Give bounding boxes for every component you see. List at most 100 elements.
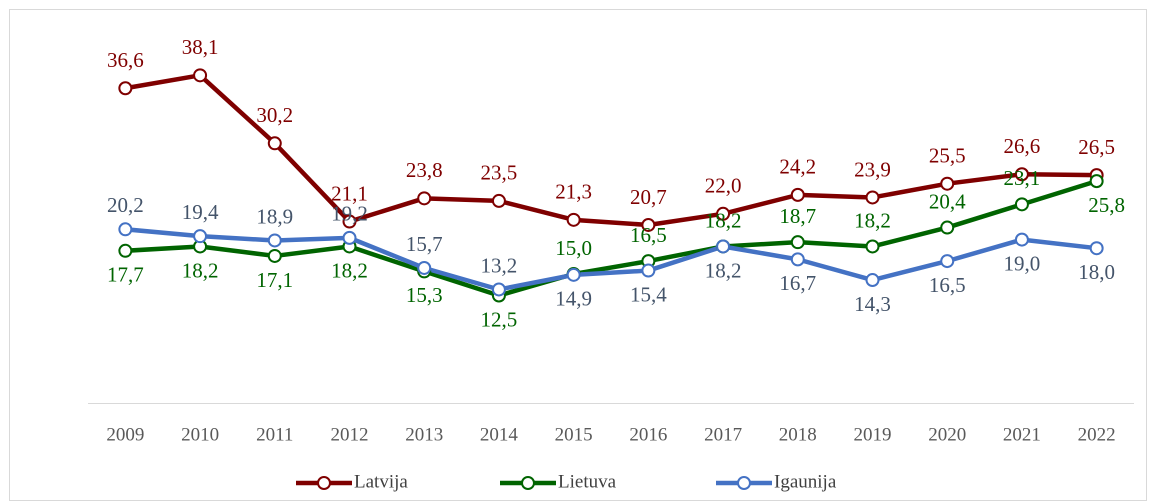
- data-label: 16,7: [779, 271, 816, 295]
- data-label: 18,9: [256, 204, 293, 228]
- point: [790, 187, 805, 202]
- data-label: 26,6: [1004, 134, 1041, 158]
- x-tick-label: 2011: [256, 424, 293, 445]
- point: [566, 212, 581, 227]
- point: [566, 267, 581, 282]
- data-label: 18,2: [854, 208, 891, 232]
- data-label: 19,2: [331, 202, 368, 226]
- x-tick-label: 2022: [1078, 424, 1116, 445]
- point: [790, 235, 805, 250]
- point: [716, 206, 731, 221]
- series-line: [125, 178, 1098, 298]
- data-label: 19,4: [182, 200, 219, 224]
- data-label: 17,1: [256, 268, 293, 292]
- point: [940, 176, 955, 191]
- x-tick-label: 2012: [331, 424, 369, 445]
- data-label: 25,5: [929, 144, 966, 168]
- x-tick-label: 2014: [480, 424, 519, 445]
- point: [118, 243, 133, 258]
- point: [940, 254, 955, 269]
- data-label: 13,2: [481, 253, 518, 277]
- data-label: 15,7: [406, 232, 443, 256]
- point: [491, 282, 506, 297]
- data-label: 16,5: [929, 273, 966, 297]
- point: [417, 260, 432, 275]
- point: [267, 233, 282, 248]
- point: [865, 239, 880, 254]
- x-tick-label: 2017: [704, 424, 742, 445]
- series-line: [124, 73, 1097, 228]
- data-label: 15,3: [406, 283, 443, 307]
- point: [641, 263, 656, 278]
- x-tick-label: 2016: [629, 424, 667, 445]
- x-tick-label: 2015: [555, 424, 593, 445]
- data-label: 18,7: [779, 204, 816, 228]
- point: [1089, 174, 1104, 189]
- data-label: 21,1: [331, 181, 368, 205]
- point: [342, 230, 357, 245]
- data-label: 24,2: [779, 155, 816, 179]
- point: [1014, 232, 1029, 247]
- data-label: 18,2: [182, 258, 219, 282]
- data-label: 25,8: [1088, 193, 1125, 217]
- x-tick-label: 2020: [928, 424, 966, 445]
- point: [342, 214, 357, 229]
- data-label: 19,0: [1004, 251, 1041, 275]
- data-label: 36,6: [107, 48, 144, 72]
- data-label: 18,2: [705, 258, 742, 282]
- data-label: 23,1: [1004, 166, 1041, 190]
- series-line: [125, 227, 1097, 292]
- point: [118, 222, 133, 237]
- data-label: 18,0: [1078, 260, 1115, 284]
- point: [417, 191, 432, 206]
- data-label: 23,9: [854, 157, 891, 181]
- data-label: 18,2: [331, 258, 368, 282]
- data-label: 17,7: [107, 263, 144, 287]
- data-label: 21,3: [555, 180, 592, 204]
- legend-marker: [521, 476, 535, 490]
- data-label: 23,8: [406, 158, 443, 182]
- point: [491, 193, 506, 208]
- legend-label: Lietuva: [558, 471, 617, 492]
- data-label: 20,2: [107, 193, 144, 217]
- x-tick-label: 2010: [181, 424, 219, 445]
- x-tick-label: 2013: [405, 424, 443, 445]
- data-label: 15,4: [630, 282, 667, 306]
- data-label: 23,5: [481, 161, 518, 185]
- point: [716, 239, 731, 254]
- point: [865, 273, 880, 288]
- data-label: 38,1: [182, 35, 219, 59]
- point: [1089, 241, 1104, 256]
- point: [193, 68, 208, 83]
- point: [1014, 197, 1029, 212]
- data-label: 14,3: [854, 292, 891, 316]
- data-label: 14,9: [555, 287, 592, 311]
- point: [940, 220, 955, 235]
- legend-marker: [317, 476, 331, 490]
- data-label: 18,2: [705, 208, 742, 232]
- data-label: 16,5: [630, 223, 667, 247]
- point: [641, 217, 656, 232]
- data-label: 30,2: [256, 103, 293, 127]
- data-label: 26,5: [1078, 135, 1115, 159]
- x-tick-label: 2019: [854, 424, 892, 445]
- x-tick-label: 2021: [1003, 424, 1041, 445]
- data-label: 22,0: [705, 174, 742, 198]
- data-label: 15,0: [555, 236, 592, 260]
- legend-marker: [737, 476, 751, 490]
- point: [118, 81, 133, 96]
- data-label: 12,5: [481, 307, 518, 331]
- point: [1014, 167, 1029, 182]
- x-tick-label: 2018: [779, 424, 817, 445]
- data-label: 20,4: [929, 189, 966, 213]
- data-label: 20,7: [630, 185, 667, 209]
- point: [790, 252, 805, 267]
- legend-label: Latvija: [354, 471, 408, 492]
- x-tick-label: 2009: [106, 424, 144, 445]
- point: [193, 229, 208, 244]
- point: [267, 136, 282, 151]
- point: [865, 190, 880, 205]
- legend-label: Igaunija: [774, 471, 837, 492]
- point: [267, 248, 282, 263]
